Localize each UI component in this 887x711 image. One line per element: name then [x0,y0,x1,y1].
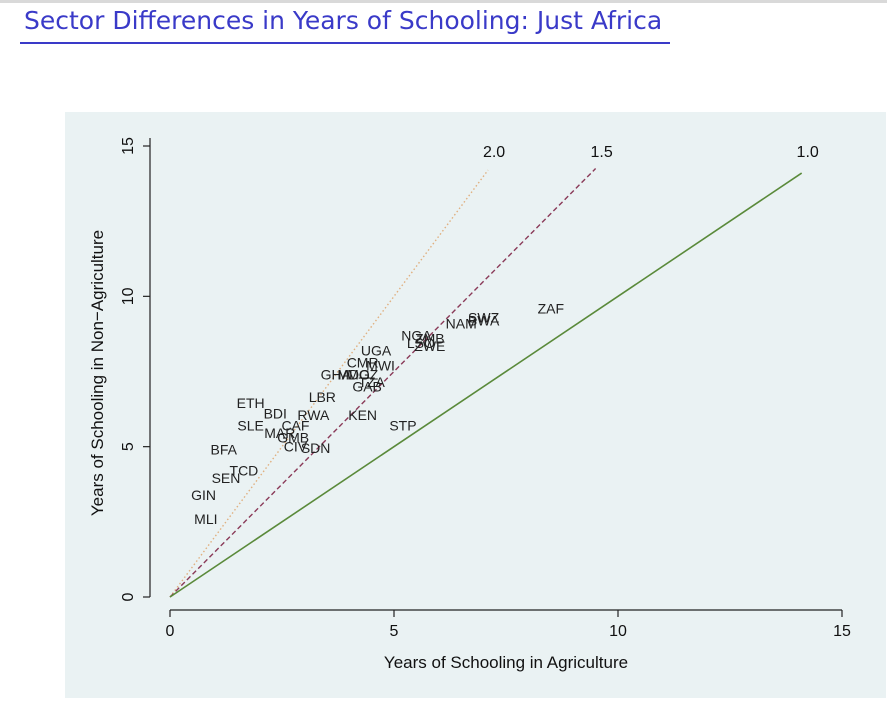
point-label-zaf: ZAF [538,300,564,316]
point-label-mli: MLI [194,511,217,527]
point-label-ken: KEN [348,407,377,423]
point-label-bwa: BWA [468,312,500,328]
chart-background [65,112,886,698]
x-tick-label: 10 [609,623,627,640]
x-axis-title: Years of Schooling in Agriculture [384,653,628,672]
point-label-mdg: MDG [337,367,370,383]
point-label-bfa: BFA [211,442,238,458]
axes: 0 5 10 15 0 5 10 15 [120,137,851,640]
y-tick-label: 5 [120,442,137,451]
reference-line-2-0 [169,169,489,598]
x-tick-label: 0 [166,623,175,640]
point-label-civ: CIV [284,439,308,455]
point-label-mwi: MWI [366,357,395,373]
point-label-uga: UGA [361,342,392,358]
point-label-lbr: LBR [309,389,336,405]
x-tick-label: 15 [833,623,851,640]
point-label-gha: GHA [321,367,352,383]
point-label-swz: SWZ [468,309,500,325]
reference-line-label: 2.0 [483,144,505,161]
point-label-moz: MOZ [347,367,379,383]
point-label-lso: LSO [407,335,435,351]
point-label-gin: GIN [191,487,216,503]
point-label-tza: TZA [358,374,385,390]
point-label-tcd: TCD [230,463,259,479]
point-label-gab: GAB [352,379,382,395]
point-label-caf: CAF [281,418,309,434]
point-label-stp: STP [389,418,416,434]
point-label-bdi: BDI [264,406,287,422]
y-tick-label: 0 [120,592,137,601]
top-divider [0,0,887,3]
title-underline [20,42,670,44]
point-label-sen: SEN [212,470,241,486]
reference-line-label: 1.0 [797,144,819,161]
slide-title: Sector Differences in Years of Schooling… [24,6,663,35]
point-label-zwe: ZWE [414,338,445,354]
point-label-nga: NGA [401,327,432,343]
y-axis-title: Years of Schooling in Non−Agriculture [88,230,107,516]
x-tick-label: 5 [390,623,399,640]
reference-lines: 2.0 1.5 1.0 [169,144,819,598]
reference-line-1-5 [169,168,597,598]
point-label-gmb: GMB [277,430,309,446]
point-labels: ZAFSWZNAMBWANGAZMBLSOZWEUGACMRMWIGHAMDGM… [191,300,564,526]
point-label-rwa: RWA [297,407,330,423]
point-label-sdn: SDN [301,440,331,456]
point-label-nam: NAM [446,315,477,331]
point-label-eth: ETH [237,395,265,411]
point-label-mar: MAR [264,425,295,441]
y-tick-label: 15 [120,137,137,155]
y-tick-label: 10 [120,287,137,305]
reference-line-label: 1.5 [590,144,612,161]
point-label-zmb: ZMB [415,330,445,346]
reference-line-1-0 [169,172,803,598]
point-label-cmr: CMR [347,354,379,370]
point-label-sle: SLE [237,418,263,434]
